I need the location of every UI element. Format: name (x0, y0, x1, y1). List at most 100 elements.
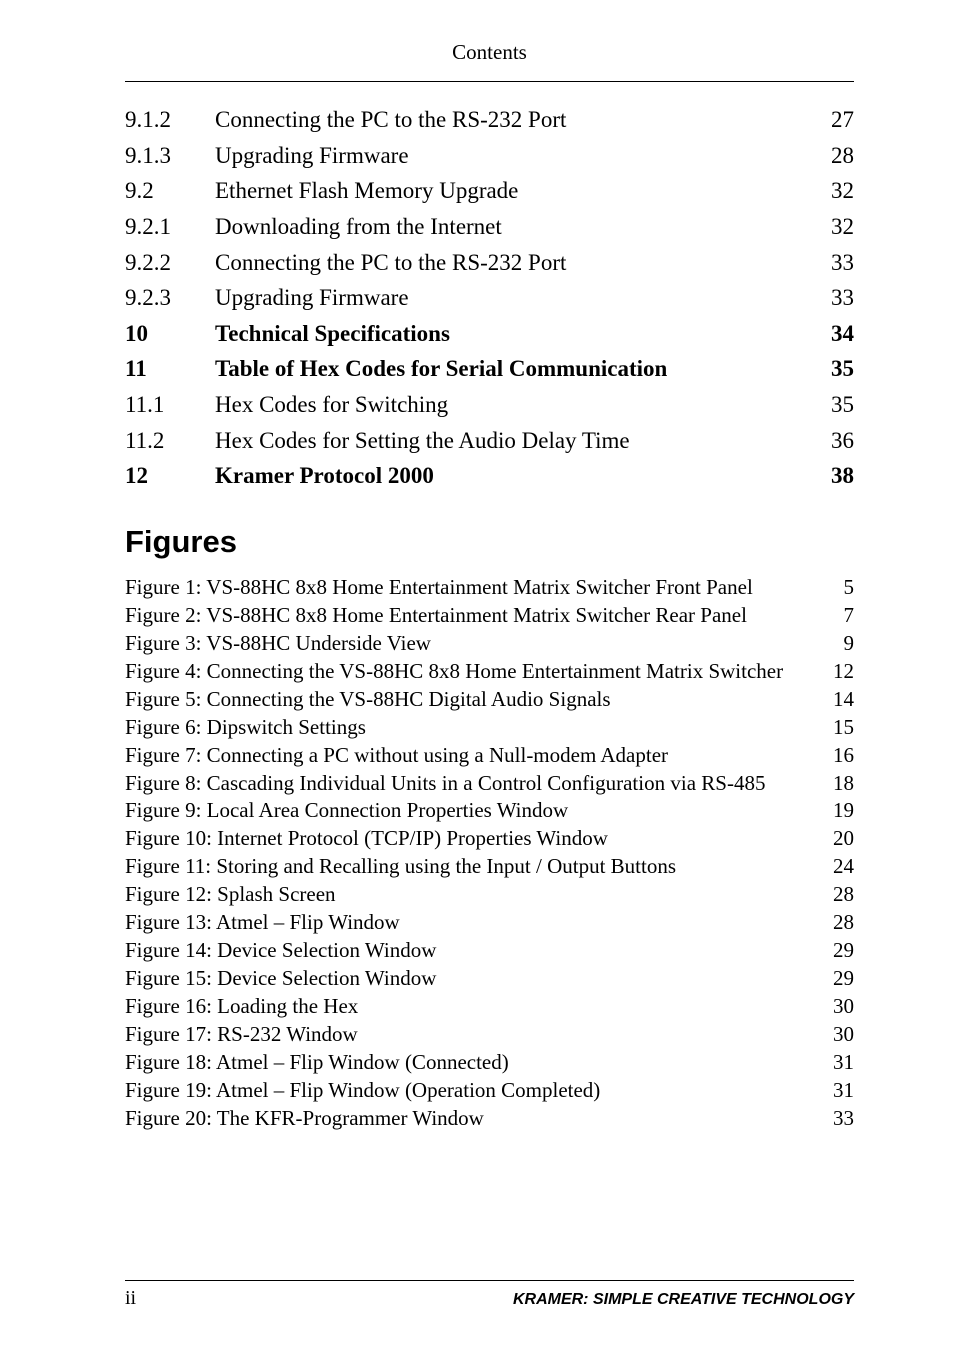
figure-label: Figure 6: Dipswitch Settings (125, 714, 814, 742)
toc-section: 9.1.2 Connecting the PC to the RS-232 Po… (125, 102, 854, 494)
toc-num: 9.2.1 (125, 209, 215, 245)
figure-page: 12 (814, 658, 854, 686)
figure-label: Figure 5: Connecting the VS-88HC Digital… (125, 686, 814, 714)
footer-brand: KRAMER: SIMPLE CREATIVE TECHNOLOGY (513, 1291, 854, 1309)
figure-row: Figure 6: Dipswitch Settings15 (125, 714, 854, 742)
toc-num: 12 (125, 458, 215, 494)
toc-page: 32 (814, 173, 854, 209)
figure-label: Figure 9: Local Area Connection Properti… (125, 797, 814, 825)
figure-row: Figure 20: The KFR-Programmer Window33 (125, 1105, 854, 1133)
figure-page: 15 (814, 714, 854, 742)
figure-label: Figure 7: Connecting a PC without using … (125, 742, 814, 770)
figure-row: Figure 4: Connecting the VS-88HC 8x8 Hom… (125, 658, 854, 686)
figure-row: Figure 16: Loading the Hex30 (125, 993, 854, 1021)
figure-row: Figure 3: VS-88HC Underside View9 (125, 630, 854, 658)
toc-row: 12 Kramer Protocol 2000 38 (125, 458, 854, 494)
figure-label: Figure 17: RS-232 Window (125, 1021, 814, 1049)
toc-num: 9.1.2 (125, 102, 215, 138)
toc-label: Hex Codes for Switching (215, 387, 814, 423)
toc-row: 10 Technical Specifications 34 (125, 316, 854, 352)
figure-row: Figure 12: Splash Screen28 (125, 881, 854, 909)
figure-label: Figure 16: Loading the Hex (125, 993, 814, 1021)
toc-label: Ethernet Flash Memory Upgrade (215, 173, 814, 209)
figure-page: 16 (814, 742, 854, 770)
figure-page: 19 (814, 797, 854, 825)
figure-row: Figure 1: VS-88HC 8x8 Home Entertainment… (125, 574, 854, 602)
toc-label: Kramer Protocol 2000 (215, 458, 814, 494)
toc-num: 11.2 (125, 423, 215, 459)
header-title: Contents (125, 40, 854, 71)
figure-row: Figure 10: Internet Protocol (TCP/IP) Pr… (125, 825, 854, 853)
figure-page: 24 (814, 853, 854, 881)
figure-row: Figure 18: Atmel – Flip Window (Connecte… (125, 1049, 854, 1077)
figure-row: Figure 14: Device Selection Window29 (125, 937, 854, 965)
toc-page: 27 (814, 102, 854, 138)
figure-page: 7 (814, 602, 854, 630)
figure-label: Figure 11: Storing and Recalling using t… (125, 853, 814, 881)
figure-page: 30 (814, 993, 854, 1021)
figure-row: Figure 2: VS-88HC 8x8 Home Entertainment… (125, 602, 854, 630)
toc-num: 9.2.3 (125, 280, 215, 316)
figure-row: Figure 17: RS-232 Window30 (125, 1021, 854, 1049)
figure-row: Figure 8: Cascading Individual Units in … (125, 770, 854, 798)
toc-row: 9.2 Ethernet Flash Memory Upgrade 32 (125, 173, 854, 209)
toc-page: 38 (814, 458, 854, 494)
figure-page: 18 (814, 770, 854, 798)
figure-row: Figure 5: Connecting the VS-88HC Digital… (125, 686, 854, 714)
figure-row: Figure 9: Local Area Connection Properti… (125, 797, 854, 825)
toc-label: Table of Hex Codes for Serial Communicat… (215, 351, 814, 387)
figure-label: Figure 1: VS-88HC 8x8 Home Entertainment… (125, 574, 814, 602)
toc-page: 32 (814, 209, 854, 245)
figure-row: Figure 7: Connecting a PC without using … (125, 742, 854, 770)
toc-page: 33 (814, 280, 854, 316)
toc-page: 35 (814, 351, 854, 387)
toc-page: 34 (814, 316, 854, 352)
figure-page: 29 (814, 965, 854, 993)
toc-label: Technical Specifications (215, 316, 814, 352)
toc-label: Upgrading Firmware (215, 280, 814, 316)
toc-row: 9.2.1 Downloading from the Internet 32 (125, 209, 854, 245)
toc-label: Connecting the PC to the RS-232 Port (215, 245, 814, 281)
toc-row: 9.1.2 Connecting the PC to the RS-232 Po… (125, 102, 854, 138)
figure-label: Figure 12: Splash Screen (125, 881, 814, 909)
toc-page: 33 (814, 245, 854, 281)
toc-row: 11 Table of Hex Codes for Serial Communi… (125, 351, 854, 387)
figure-page: 33 (814, 1105, 854, 1133)
toc-num: 9.2.2 (125, 245, 215, 281)
figure-page: 30 (814, 1021, 854, 1049)
figure-page: 28 (814, 881, 854, 909)
figure-page: 9 (814, 630, 854, 658)
figure-page: 31 (814, 1077, 854, 1105)
figures-heading: Figures (125, 524, 854, 560)
toc-row: 11.1 Hex Codes for Switching 35 (125, 387, 854, 423)
toc-label: Upgrading Firmware (215, 138, 814, 174)
figure-label: Figure 8: Cascading Individual Units in … (125, 770, 814, 798)
toc-page: 28 (814, 138, 854, 174)
figure-page: 14 (814, 686, 854, 714)
toc-row: 9.2.2 Connecting the PC to the RS-232 Po… (125, 245, 854, 281)
toc-page: 35 (814, 387, 854, 423)
figure-page: 20 (814, 825, 854, 853)
figure-row: Figure 11: Storing and Recalling using t… (125, 853, 854, 881)
toc-row: 9.1.3 Upgrading Firmware 28 (125, 138, 854, 174)
figure-label: Figure 20: The KFR-Programmer Window (125, 1105, 814, 1133)
footer-page-number: ii (125, 1287, 136, 1310)
figure-page: 5 (814, 574, 854, 602)
figure-label: Figure 13: Atmel – Flip Window (125, 909, 814, 937)
toc-num: 11.1 (125, 387, 215, 423)
toc-row: 9.2.3 Upgrading Firmware 33 (125, 280, 854, 316)
header-rule (125, 81, 854, 82)
figure-label: Figure 3: VS-88HC Underside View (125, 630, 814, 658)
figure-label: Figure 14: Device Selection Window (125, 937, 814, 965)
figure-page: 28 (814, 909, 854, 937)
footer: ii KRAMER: SIMPLE CREATIVE TECHNOLOGY (125, 1280, 854, 1310)
toc-num: 10 (125, 316, 215, 352)
figure-row: Figure 15: Device Selection Window29 (125, 965, 854, 993)
toc-row: 11.2 Hex Codes for Setting the Audio Del… (125, 423, 854, 459)
figure-page: 29 (814, 937, 854, 965)
toc-num: 9.1.3 (125, 138, 215, 174)
toc-page: 36 (814, 423, 854, 459)
figure-label: Figure 4: Connecting the VS-88HC 8x8 Hom… (125, 658, 814, 686)
figure-label: Figure 2: VS-88HC 8x8 Home Entertainment… (125, 602, 814, 630)
toc-label: Connecting the PC to the RS-232 Port (215, 102, 814, 138)
